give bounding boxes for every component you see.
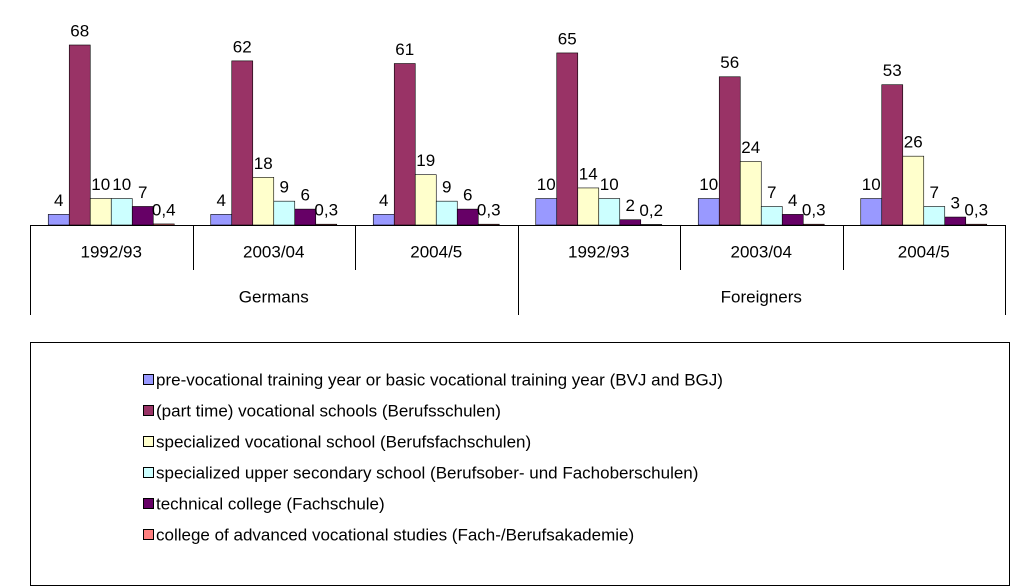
value-label: 56 bbox=[720, 53, 739, 72]
bar bbox=[902, 155, 925, 226]
legend-label: pre-vocational training year or basic vo… bbox=[156, 370, 723, 389]
legend-swatch bbox=[143, 529, 154, 540]
value-label: 4 bbox=[379, 191, 388, 210]
value-label: 6 bbox=[301, 186, 310, 205]
bar bbox=[273, 200, 296, 226]
value-label: 2 bbox=[626, 196, 635, 215]
value-label: 10 bbox=[862, 175, 881, 194]
value-label: 53 bbox=[883, 61, 902, 80]
legend-label: specialized vocational school (Berufsfac… bbox=[156, 432, 531, 451]
value-label: 10 bbox=[112, 175, 131, 194]
value-label: 14 bbox=[579, 164, 598, 183]
bar bbox=[89, 198, 112, 226]
legend-swatch bbox=[143, 374, 154, 385]
bar bbox=[393, 63, 416, 226]
value-label: 6 bbox=[463, 186, 472, 205]
legend-swatch bbox=[143, 498, 154, 509]
value-label: 65 bbox=[558, 29, 577, 48]
bar bbox=[47, 214, 70, 226]
legend-swatch bbox=[143, 436, 154, 447]
value-label: 61 bbox=[395, 40, 414, 59]
value-label: 19 bbox=[416, 151, 435, 170]
bar bbox=[802, 223, 825, 226]
bar bbox=[718, 76, 741, 226]
bar bbox=[535, 198, 558, 226]
x-tick-label: 2003/04 bbox=[731, 242, 792, 261]
bar bbox=[414, 174, 437, 226]
value-label: 68 bbox=[70, 21, 89, 40]
value-label: 9 bbox=[442, 178, 451, 197]
value-label: 24 bbox=[741, 138, 760, 157]
bar bbox=[923, 206, 946, 226]
value-label: 0,4 bbox=[152, 200, 176, 219]
bar bbox=[881, 84, 904, 226]
value-label: 7 bbox=[767, 183, 776, 202]
bar bbox=[315, 223, 338, 226]
bar bbox=[456, 208, 479, 226]
x-tick-label: 1992/93 bbox=[81, 242, 142, 261]
x-tick-label: 2003/04 bbox=[243, 242, 304, 261]
bar bbox=[965, 223, 988, 226]
legend-swatch bbox=[143, 405, 154, 416]
value-label: 3 bbox=[951, 194, 960, 213]
group-label: Foreigners bbox=[721, 287, 802, 306]
value-label: 18 bbox=[254, 154, 273, 173]
legend-swatch bbox=[143, 467, 154, 478]
value-label: 10 bbox=[699, 175, 718, 194]
legend-label: technical college (Fachschule) bbox=[156, 494, 385, 513]
bar bbox=[110, 198, 133, 226]
value-label: 4 bbox=[54, 191, 63, 210]
bar bbox=[372, 214, 395, 226]
x-tick-label: 2004/5 bbox=[410, 242, 462, 261]
legend-label: college of advanced vocational studies (… bbox=[156, 525, 634, 544]
value-label: 7 bbox=[930, 183, 939, 202]
value-label: 9 bbox=[280, 178, 289, 197]
value-label: 0,3 bbox=[477, 201, 501, 220]
bar bbox=[152, 223, 175, 226]
bar bbox=[697, 198, 720, 226]
legend-label: specialized upper secondary school (Beru… bbox=[156, 463, 698, 482]
group-label: Germans bbox=[239, 287, 309, 306]
value-label: 10 bbox=[537, 175, 556, 194]
value-label: 0,3 bbox=[802, 201, 826, 220]
value-label: 0,2 bbox=[639, 201, 663, 220]
bar bbox=[68, 44, 91, 226]
value-label: 7 bbox=[138, 183, 147, 202]
value-label: 10 bbox=[600, 175, 619, 194]
bar bbox=[131, 206, 154, 226]
value-label: 0,3 bbox=[314, 201, 338, 220]
value-label: 62 bbox=[233, 37, 252, 56]
bar bbox=[781, 214, 804, 226]
value-label: 4 bbox=[217, 191, 226, 210]
x-tick-label: 2004/5 bbox=[898, 242, 950, 261]
bar bbox=[860, 198, 883, 226]
bar bbox=[619, 219, 642, 226]
bar bbox=[640, 224, 663, 226]
bar bbox=[598, 198, 621, 226]
value-label: 10 bbox=[91, 175, 110, 194]
bar bbox=[556, 52, 579, 226]
value-label: 4 bbox=[788, 191, 797, 210]
bar bbox=[477, 223, 500, 226]
value-label: 0,3 bbox=[964, 201, 988, 220]
bar bbox=[739, 161, 762, 226]
bar bbox=[231, 60, 254, 226]
value-label: 26 bbox=[904, 133, 923, 152]
bar bbox=[577, 187, 600, 226]
bar bbox=[944, 216, 967, 226]
bar bbox=[294, 208, 317, 226]
bar bbox=[210, 214, 233, 226]
bar bbox=[760, 206, 783, 226]
legend-label: (part time) vocational schools (Berufssc… bbox=[156, 401, 501, 420]
x-tick-label: 1992/93 bbox=[568, 242, 629, 261]
bar bbox=[435, 200, 458, 226]
bar bbox=[252, 177, 275, 226]
legend-box bbox=[30, 342, 1010, 586]
